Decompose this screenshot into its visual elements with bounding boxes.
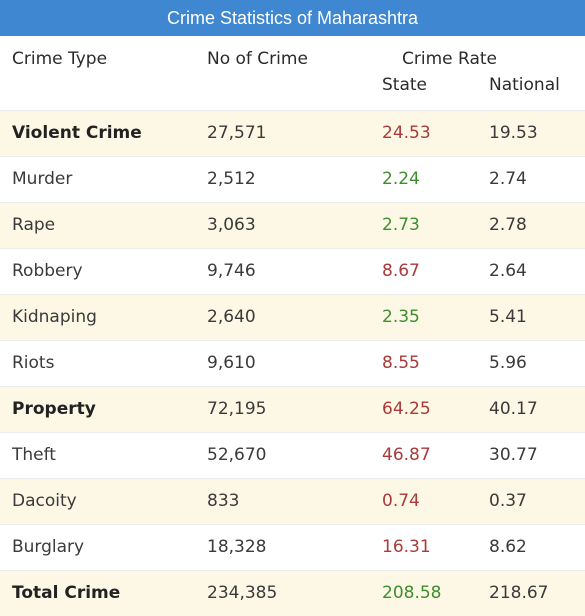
cell-no-of-crime: 3,063 — [207, 215, 256, 235]
cell-national-rate: 30.77 — [489, 445, 538, 465]
cell-no-of-crime: 27,571 — [207, 123, 267, 143]
table-row: Burglary 18,328 16.31 8.62 — [0, 524, 585, 570]
table-row: Property 72,195 64.25 40.17 — [0, 386, 585, 432]
cell-no-of-crime: 9,610 — [207, 353, 256, 373]
cell-state-rate: 2.73 — [382, 215, 420, 235]
cell-crime-type: Total Crime — [12, 583, 121, 603]
cell-no-of-crime: 833 — [207, 491, 240, 511]
cell-national-rate: 5.96 — [489, 353, 527, 373]
table-row: Dacoity 833 0.74 0.37 — [0, 478, 585, 524]
cell-crime-type: Theft — [12, 445, 56, 465]
cell-national-rate: 0.37 — [489, 491, 527, 511]
table-row: Theft 52,670 46.87 30.77 — [0, 432, 585, 478]
cell-no-of-crime: 2,640 — [207, 307, 256, 327]
table-row: Kidnaping 2,640 2.35 5.41 — [0, 294, 585, 340]
cell-state-rate: 64.25 — [382, 399, 431, 419]
header-crime-rate: Crime Rate — [402, 49, 497, 69]
cell-national-rate: 8.62 — [489, 537, 527, 557]
cell-no-of-crime: 72,195 — [207, 399, 267, 419]
cell-crime-type: Property — [12, 399, 96, 419]
cell-state-rate: 24.53 — [382, 123, 431, 143]
cell-no-of-crime: 2,512 — [207, 169, 256, 189]
cell-state-rate: 2.35 — [382, 307, 420, 327]
table-body: Violent Crime 27,571 24.53 19.53 Murder … — [0, 110, 585, 616]
cell-crime-type: Robbery — [12, 261, 83, 281]
cell-crime-type: Dacoity — [12, 491, 77, 511]
cell-state-rate: 46.87 — [382, 445, 431, 465]
cell-national-rate: 2.78 — [489, 215, 527, 235]
cell-no-of-crime: 9,746 — [207, 261, 256, 281]
header-national: National — [489, 75, 560, 95]
cell-national-rate: 2.64 — [489, 261, 527, 281]
cell-state-rate: 208.58 — [382, 583, 442, 603]
cell-state-rate: 2.24 — [382, 169, 420, 189]
table-row: Total Crime 234,385 208.58 218.67 — [0, 570, 585, 616]
cell-national-rate: 40.17 — [489, 399, 538, 419]
table-row: Murder 2,512 2.24 2.74 — [0, 156, 585, 202]
cell-state-rate: 0.74 — [382, 491, 420, 511]
table-row: Robbery 9,746 8.67 2.64 — [0, 248, 585, 294]
table-title: Crime Statistics of Maharashtra — [0, 0, 585, 36]
cell-national-rate: 2.74 — [489, 169, 527, 189]
header-state: State — [382, 75, 427, 95]
cell-state-rate: 16.31 — [382, 537, 431, 557]
cell-crime-type: Violent Crime — [12, 123, 142, 143]
cell-no-of-crime: 234,385 — [207, 583, 278, 603]
cell-state-rate: 8.67 — [382, 261, 420, 281]
cell-national-rate: 5.41 — [489, 307, 527, 327]
cell-no-of-crime: 18,328 — [207, 537, 267, 557]
cell-state-rate: 8.55 — [382, 353, 420, 373]
table-row: Violent Crime 27,571 24.53 19.53 — [0, 110, 585, 156]
cell-crime-type: Kidnaping — [12, 307, 97, 327]
header-crime-type: Crime Type — [12, 49, 108, 69]
cell-crime-type: Rape — [12, 215, 56, 235]
cell-crime-type: Murder — [12, 169, 73, 189]
cell-national-rate: 19.53 — [489, 123, 538, 143]
table-row: Riots 9,610 8.55 5.96 — [0, 340, 585, 386]
cell-no-of-crime: 52,670 — [207, 445, 267, 465]
header-no-of-crime: No of Crime — [207, 49, 308, 69]
cell-crime-type: Burglary — [12, 537, 85, 557]
table-header: Crime Type No of Crime Crime Rate State … — [0, 36, 585, 110]
cell-national-rate: 218.67 — [489, 583, 549, 603]
table-row: Rape 3,063 2.73 2.78 — [0, 202, 585, 248]
cell-crime-type: Riots — [12, 353, 55, 373]
